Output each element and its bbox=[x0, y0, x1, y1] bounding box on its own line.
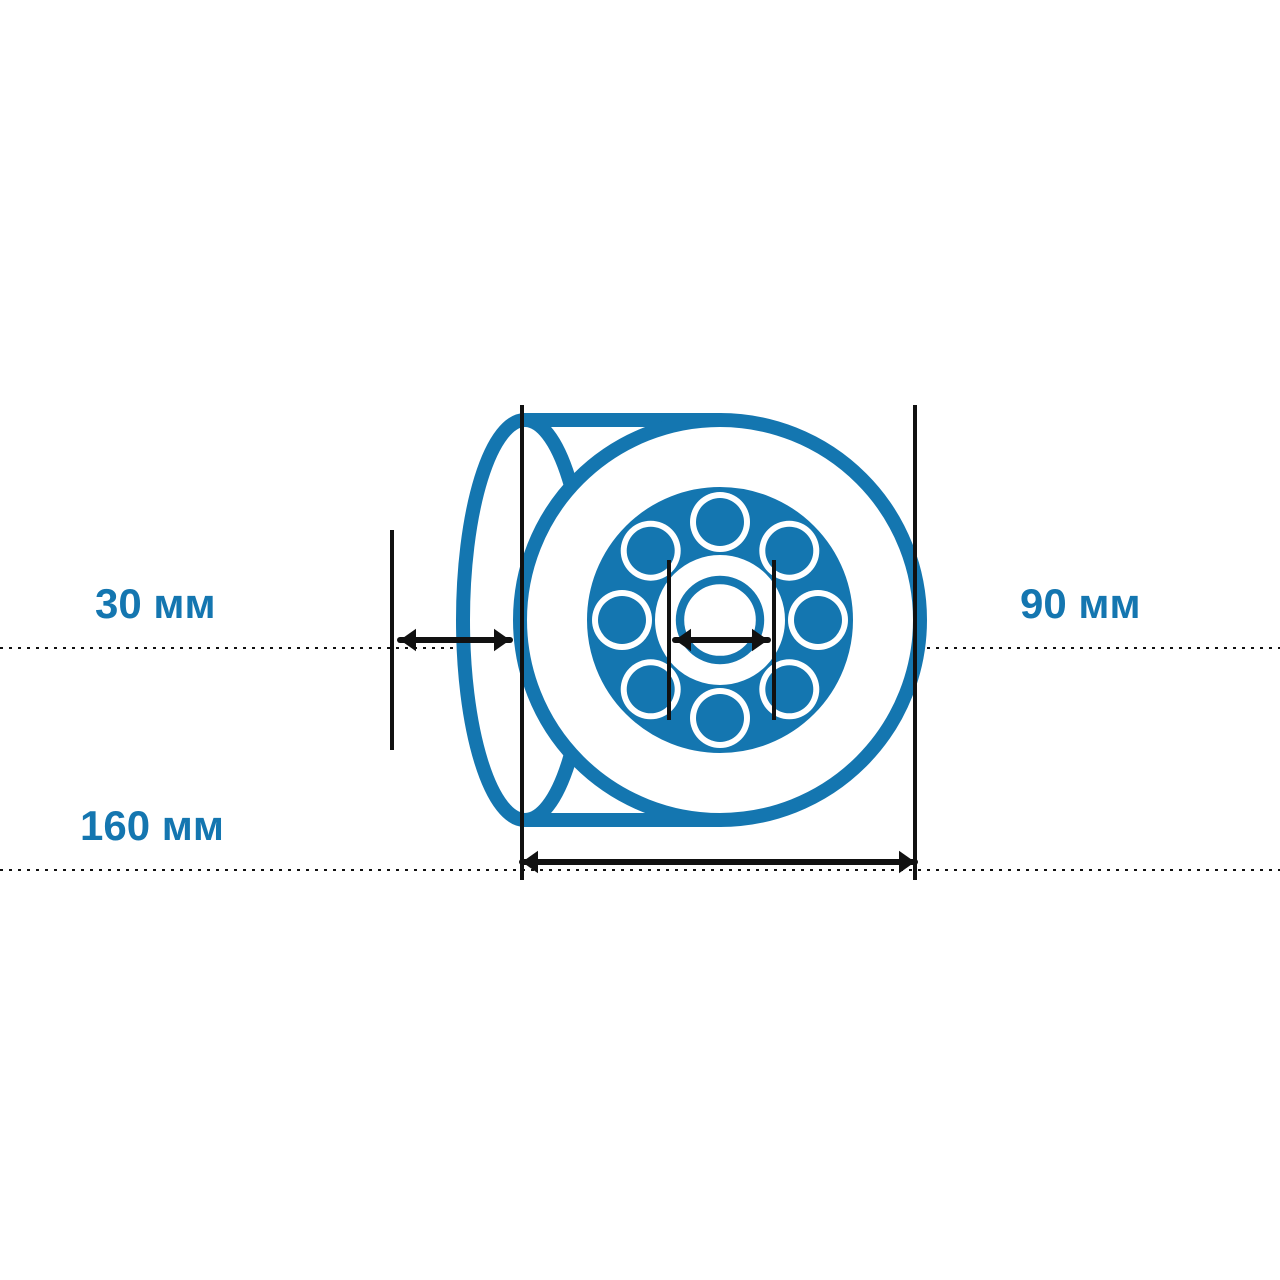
label-bore: 90 мм bbox=[1020, 580, 1141, 627]
label-width: 30 мм bbox=[95, 580, 216, 627]
bearing-icon bbox=[463, 420, 920, 820]
label-outer: 160 мм bbox=[80, 802, 224, 849]
